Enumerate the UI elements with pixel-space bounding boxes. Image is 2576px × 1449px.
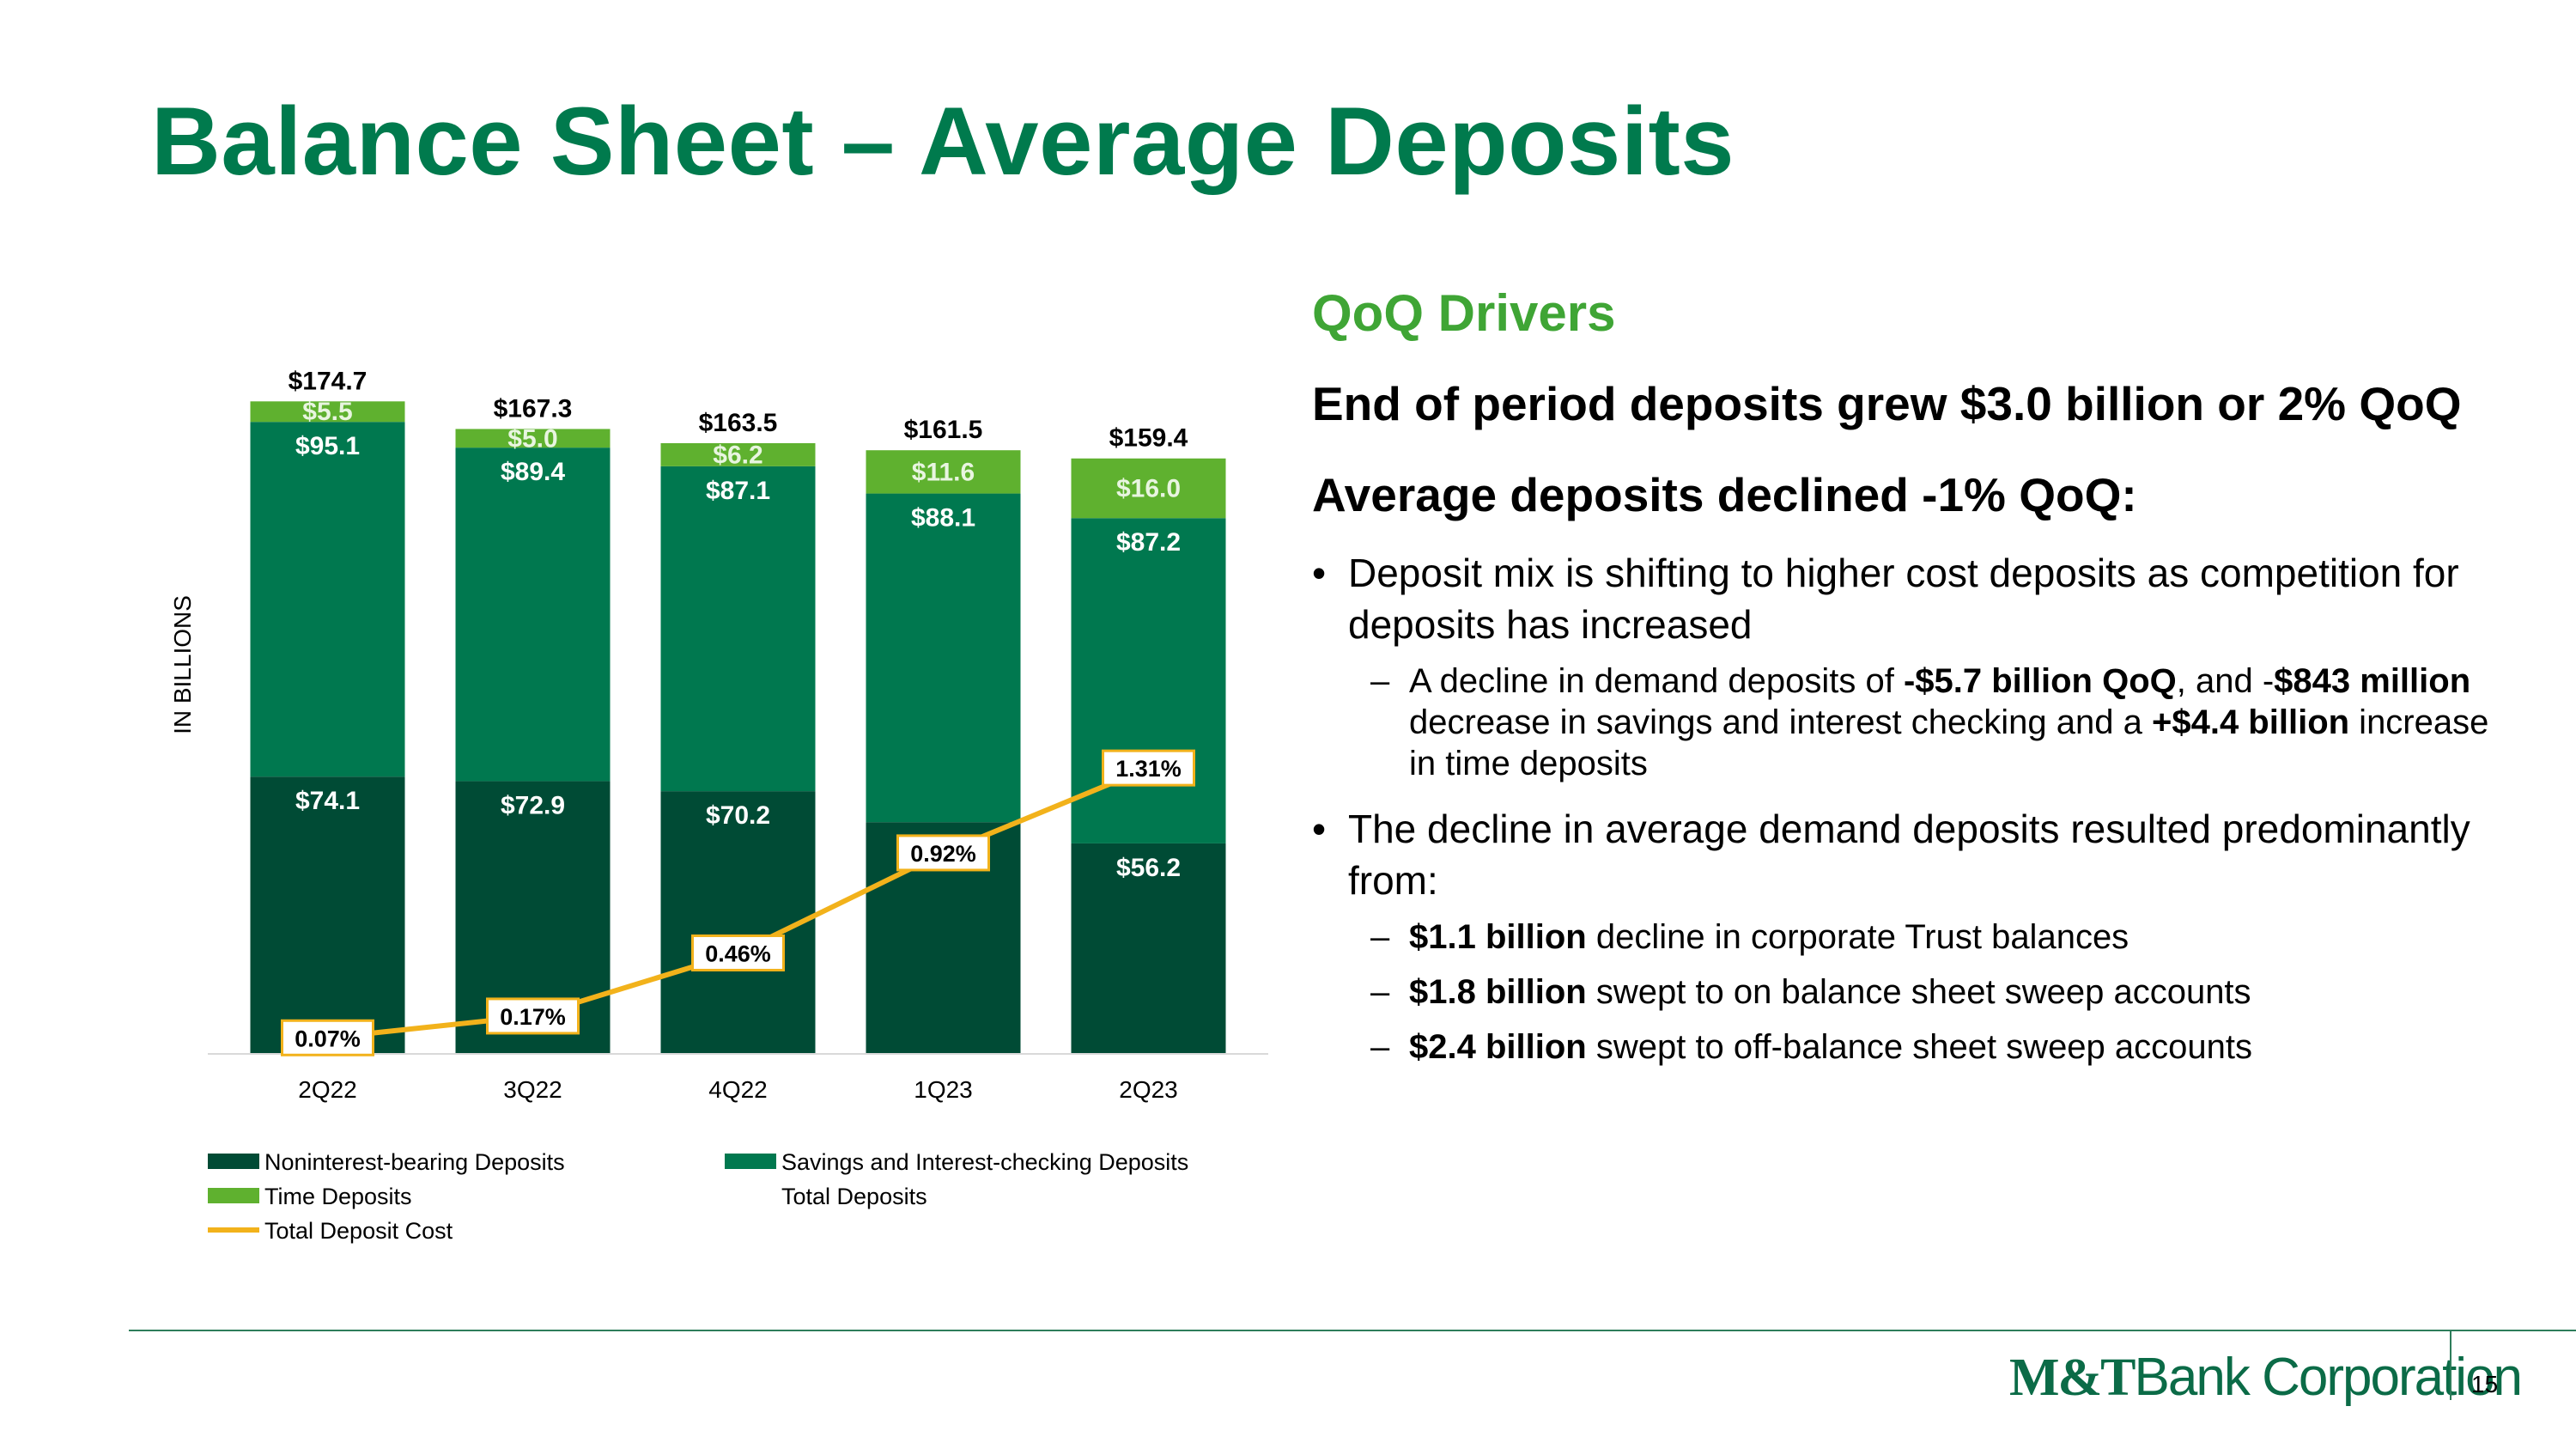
legend-swatch: [208, 1188, 259, 1203]
bullet-marker: •: [1312, 551, 1327, 595]
dash-marker: –: [1370, 918, 1390, 956]
x-tick-label: 2Q22: [298, 1076, 357, 1103]
data-label-2Q23: $16.0: [1116, 474, 1181, 502]
bar-savings-1Q23: [866, 493, 1021, 823]
data-label-2Q22: $74.1: [295, 787, 360, 815]
bar-savings-4Q22: [660, 466, 816, 792]
data-label-4Q22: $6.2: [713, 441, 762, 469]
x-tick-label: 4Q22: [708, 1076, 768, 1103]
deposits-chart: IN BILLIONS $74.1 $95.1 $5.5 $174.7 2Q22 $72.9…: [169, 367, 1268, 1244]
page-number: 15: [2471, 1371, 2499, 1397]
data-label-2Q23: $56.2: [1116, 854, 1181, 882]
sub-bullet-off-balance: – $2.4 billion swept to off-balance shee…: [1370, 1028, 2253, 1066]
legend-swatch: [725, 1154, 776, 1169]
bullet-text: Deposit mix is shifting to higher cost d…: [1348, 551, 2459, 647]
logo-separator: [2450, 1331, 2451, 1400]
total-label-2Q22: $174.7: [289, 367, 368, 395]
total-label-4Q22: $163.5: [699, 409, 778, 437]
x-tick-label: 1Q23: [914, 1076, 973, 1103]
total-label-3Q22: $167.3: [494, 394, 573, 423]
bar-noninterest-2Q22: [250, 776, 405, 1053]
data-label-3Q22: $5.0: [507, 424, 557, 453]
data-label-2Q23: $87.2: [1116, 528, 1181, 557]
footer-rule: [129, 1330, 2576, 1331]
legend-swatch: [208, 1154, 259, 1169]
sub-bullet-on-balance: – $1.8 billion swept to on balance sheet…: [1370, 973, 2251, 1011]
bullet-mix: • Deposit mix is shifting to higher cost…: [1312, 547, 2514, 784]
legend-label: Noninterest-bearing Deposits: [264, 1149, 565, 1175]
total-label-1Q23: $161.5: [904, 416, 983, 444]
legend-label: Savings and Interest-checking Deposits: [781, 1149, 1188, 1175]
sub-bullet-trust: – $1.1 billion decline in corporate Trus…: [1370, 918, 2129, 956]
bar-savings-2Q22: [250, 422, 405, 777]
dash-marker: –: [1370, 662, 1390, 700]
y-axis-label: IN BILLIONS: [169, 595, 196, 734]
x-tick-label: 3Q22: [503, 1076, 562, 1103]
average-summary: Average deposits declined -1% QoQ:: [1312, 468, 2137, 521]
data-label-1Q23: $88.1: [911, 504, 975, 533]
data-label-1Q23: $11.6: [912, 458, 975, 486]
data-label-3Q22: $89.4: [501, 458, 565, 486]
cost-label-box: [896, 834, 990, 872]
data-label-4Q22: $70.2: [706, 801, 770, 830]
cost-label-box: [281, 1019, 374, 1056]
cost-label: 0.46%: [705, 941, 771, 966]
bar-noninterest-4Q22: [660, 791, 816, 1053]
bar-time-2Q23: [1071, 458, 1226, 519]
data-label-3Q22: $72.9: [501, 791, 565, 819]
x-tick-label: 2Q23: [1119, 1076, 1178, 1103]
qoq-drivers-panel: QoQ Drivers End of period deposits grew …: [1312, 273, 2514, 1087]
legend-label: Time Deposits: [264, 1184, 412, 1209]
total-label-2Q23: $159.4: [1109, 424, 1188, 453]
bullet-demand-decline: • The decline in average demand deposits…: [1312, 803, 2514, 1068]
drivers-heading: QoQ Drivers: [1312, 284, 1616, 342]
data-label-4Q22: $87.1: [706, 477, 770, 505]
dash-marker: –: [1370, 1028, 1390, 1066]
sub-bullet-decline: – A decline in demand deposits of -$5.7 …: [1370, 662, 2489, 782]
cost-label: 1.31%: [1115, 756, 1182, 782]
company-logo: M&TBank Corporation: [2009, 1348, 2523, 1407]
bar-savings-2Q23: [1071, 518, 1226, 843]
data-label-2Q22: $95.1: [295, 432, 360, 460]
bullet-marker: •: [1312, 807, 1327, 851]
cost-label: 0.92%: [910, 841, 976, 867]
legend-swatch: [208, 1227, 259, 1233]
bullet-text: The decline in average demand deposits r…: [1348, 807, 2470, 903]
bar-time-2Q22: [250, 401, 405, 423]
bar-time-3Q22: [455, 429, 611, 448]
cost-label-box: [486, 997, 580, 1035]
cost-label: 0.17%: [500, 1004, 566, 1030]
legend-label: Total Deposit Cost: [264, 1218, 453, 1244]
data-label-2Q22: $5.5: [302, 398, 352, 426]
bar-savings-3Q22: [455, 447, 611, 782]
bar-time-1Q23: [866, 450, 1021, 494]
bar-time-4Q22: [660, 442, 816, 466]
bar-noninterest-2Q23: [1071, 843, 1226, 1053]
cost-label-box: [691, 934, 785, 971]
cost-label-box: [1102, 749, 1195, 787]
dash-marker: –: [1370, 973, 1390, 1011]
legend-label: Total Deposits: [781, 1184, 927, 1209]
page-title: Balance Sheet – Average Deposits: [151, 88, 1735, 195]
eop-summary: End of period deposits grew $3.0 billion…: [1312, 377, 2462, 430]
cost-label: 0.07%: [295, 1026, 361, 1051]
